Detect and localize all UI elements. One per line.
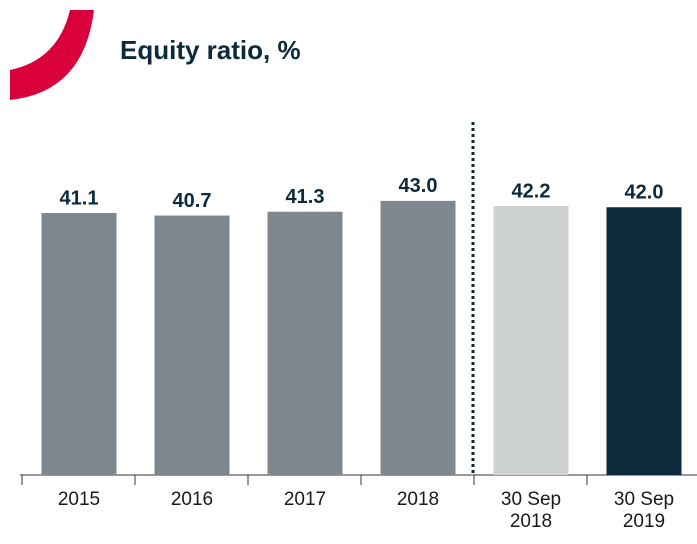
x-tick-label: 30 Sep 2018 [500,489,562,532]
bar [267,211,343,475]
logo-arc [10,10,94,100]
bar [606,207,682,475]
bar [41,212,117,476]
value-label: 42.2 [512,180,551,202]
value-label: 42.0 [625,182,664,204]
value-label: 41.3 [286,186,325,208]
bar [493,205,569,475]
chart-title: Equity ratio, % [120,35,301,65]
value-label: 41.1 [60,187,99,209]
value-label: 40.7 [173,190,212,212]
bar [154,215,230,475]
x-tick-label: 2018 [396,489,440,510]
value-label: 43.0 [399,175,438,197]
x-tick-label: 2016 [170,489,214,510]
x-tick-label: 2015 [57,489,101,510]
x-tick-label: 30 Sep 2019 [613,489,675,532]
x-tick-label: 2017 [283,489,327,510]
bar [380,200,456,475]
